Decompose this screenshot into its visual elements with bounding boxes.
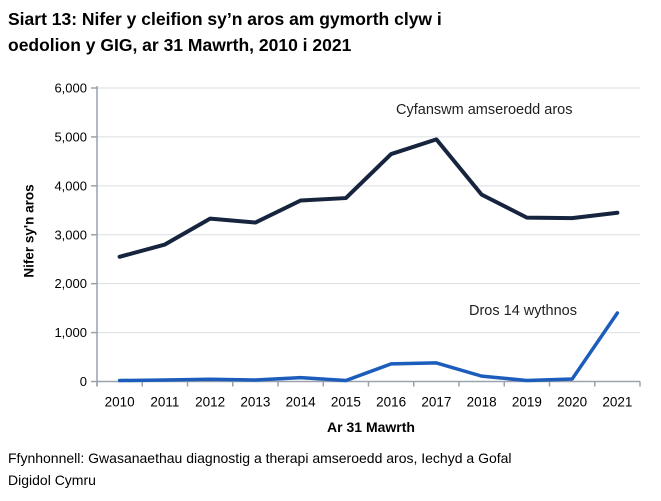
series-line-0 [117, 137, 620, 259]
y-tick-label: 6,000 [54, 81, 87, 96]
y-tick-label: 4,000 [54, 178, 87, 193]
x-tick-label: 2013 [240, 395, 270, 410]
x-axis-title: Ar 31 Mawrth [327, 419, 415, 435]
x-tick-label: 2018 [467, 395, 497, 410]
y-tick-label: 1,000 [54, 325, 87, 340]
chart-title-line1: Siart 13: Nifer y cleifion sy’n aros am … [8, 9, 442, 29]
x-tick-label: 2011 [150, 395, 179, 410]
y-tick-label: 3,000 [54, 227, 87, 242]
chart-title: Siart 13: Nifer y cleifion sy’n aros am … [8, 6, 628, 58]
chart-title-line2: oedolion y GIG, ar 31 Mawrth, 2010 i 202… [8, 35, 352, 55]
x-tick-label: 2014 [286, 395, 317, 410]
x-tick-label: 2021 [602, 395, 632, 410]
x-tick-label: 2020 [557, 395, 587, 410]
x-tick-label: 2019 [512, 395, 542, 410]
source-note-line1: Ffynhonnell: Gwasanaethau diagnostig a t… [8, 450, 512, 466]
series-label-total-waits: Cyfanswm amseroedd aros [396, 102, 573, 118]
y-tick-label: 0 [80, 374, 87, 389]
y-tick-label: 5,000 [54, 129, 87, 144]
y-axis-title: Nifer sy'n aros [21, 184, 37, 278]
x-tick-label: 2016 [376, 395, 406, 410]
plot-svg: 0 1,000 2,000 3,000 4,000 5,000 6,000 2010 2011 2… [54, 81, 641, 410]
x-tick-label: 2010 [105, 395, 135, 410]
y-tick-label: 2,000 [54, 276, 87, 291]
x-tick-label: 2017 [421, 395, 451, 410]
source-note-line2: Digidol Cymru [8, 472, 96, 488]
x-tick-label: 2012 [195, 395, 225, 410]
source-note: Ffynhonnell: Gwasanaethau diagnostig a t… [8, 447, 628, 491]
series-line-1 [117, 311, 620, 383]
series-label-over-14-weeks: Dros 14 wythnos [469, 303, 577, 319]
x-tick-label: 2015 [331, 395, 361, 410]
